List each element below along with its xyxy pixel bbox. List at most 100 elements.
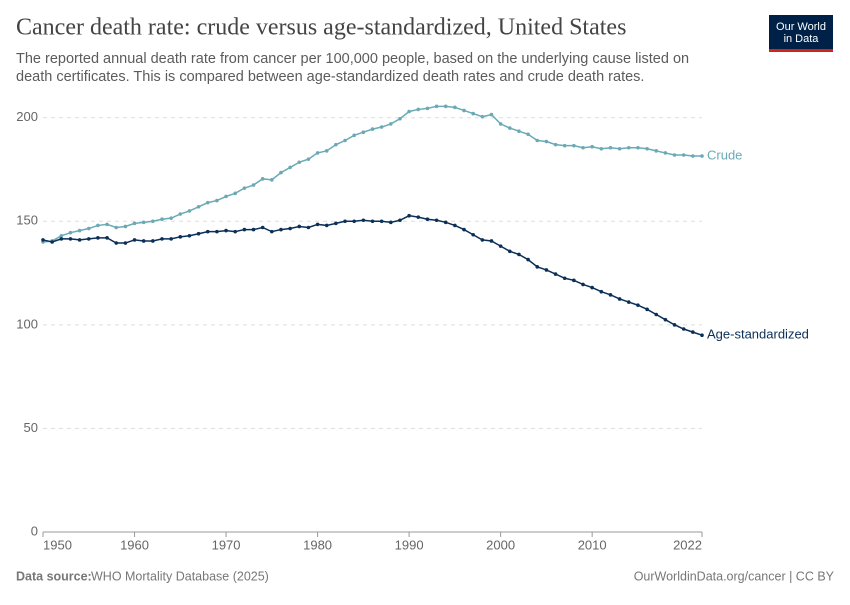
point: [96, 236, 100, 240]
point: [462, 108, 466, 113]
point: [270, 229, 274, 234]
point: [187, 209, 192, 213]
point: [562, 276, 567, 281]
point: [572, 143, 576, 148]
x-tick-label: 2022: [673, 537, 702, 552]
credit[interactable]: OurWorldinData.org/cancer | CC BY: [634, 569, 835, 583]
point: [581, 282, 585, 287]
series-label: Age-standardized: [707, 327, 809, 342]
point: [324, 149, 329, 153]
point: [526, 257, 530, 262]
point: [480, 238, 485, 242]
point: [306, 157, 311, 161]
point: [663, 151, 668, 155]
point: [544, 268, 549, 272]
point: [96, 223, 100, 228]
point: [462, 227, 466, 232]
source[interactable]: WHO Mortality Database (2025): [91, 569, 269, 583]
point: [343, 219, 347, 224]
point: [407, 109, 411, 114]
point: [425, 106, 430, 111]
point: [498, 122, 503, 126]
point: [507, 126, 512, 130]
point: [123, 241, 128, 245]
point: [471, 232, 475, 237]
point: [416, 215, 421, 219]
subtitle: death certificates. This is compared bet…: [16, 69, 644, 85]
point: [105, 222, 109, 227]
point: [645, 307, 649, 312]
point: [562, 143, 567, 148]
point: [672, 153, 677, 157]
point: [279, 227, 283, 232]
point: [553, 142, 558, 147]
point: [86, 237, 91, 241]
point: [434, 218, 439, 223]
point: [224, 194, 228, 199]
point: [169, 216, 173, 220]
point: [526, 132, 530, 137]
point: [471, 111, 475, 116]
logo-text: Our World: [776, 21, 826, 33]
point: [352, 133, 356, 138]
x-tick-label: 1980: [303, 537, 332, 552]
point: [389, 122, 393, 126]
point: [151, 219, 155, 224]
point: [105, 236, 109, 240]
point: [700, 154, 704, 158]
point: [77, 238, 82, 242]
point: [77, 228, 82, 233]
point: [288, 226, 292, 231]
y-tick-label: 150: [16, 213, 38, 228]
point: [59, 237, 64, 241]
point: [160, 237, 164, 241]
point: [654, 149, 659, 153]
chart-title: Cancer death rate: crude versus age-stan…: [16, 15, 626, 41]
point: [114, 241, 119, 245]
point: [636, 145, 640, 150]
point: [553, 272, 558, 276]
point: [398, 218, 402, 223]
point: [370, 127, 375, 131]
x-tick-label: 2000: [486, 537, 515, 552]
point: [370, 219, 375, 224]
point: [489, 239, 494, 243]
point: [251, 227, 256, 232]
point: [636, 303, 640, 307]
source-label: Data source:: [16, 569, 92, 583]
point: [141, 220, 146, 225]
logo[interactable]: Our World in Data: [769, 15, 833, 52]
subtitle: The reported annual death rate from canc…: [16, 51, 689, 67]
point: [599, 289, 604, 294]
y-tick-label: 200: [16, 109, 38, 124]
x-tick-label: 1970: [212, 537, 241, 552]
point: [233, 229, 238, 234]
point: [416, 107, 421, 112]
point: [507, 249, 512, 254]
point: [50, 240, 54, 244]
point: [480, 114, 485, 119]
point: [489, 112, 494, 117]
x-tick-label: 2010: [578, 537, 607, 552]
point: [590, 144, 594, 149]
point: [297, 160, 302, 165]
point: [361, 218, 366, 223]
point: [334, 142, 338, 147]
point: [700, 333, 704, 338]
point: [681, 327, 686, 331]
y-tick-label: 100: [16, 316, 38, 331]
point: [59, 233, 64, 238]
logo-box: [769, 15, 833, 52]
x-tick-label: 1960: [120, 537, 149, 552]
point: [132, 221, 137, 226]
point: [443, 104, 448, 109]
point: [160, 217, 164, 222]
point: [68, 230, 73, 235]
point: [215, 229, 219, 234]
point: [242, 186, 247, 190]
series-line: [42, 214, 703, 336]
x-tick-label: 1950: [43, 537, 72, 552]
point: [389, 220, 393, 225]
point: [178, 235, 183, 239]
point: [123, 224, 128, 229]
